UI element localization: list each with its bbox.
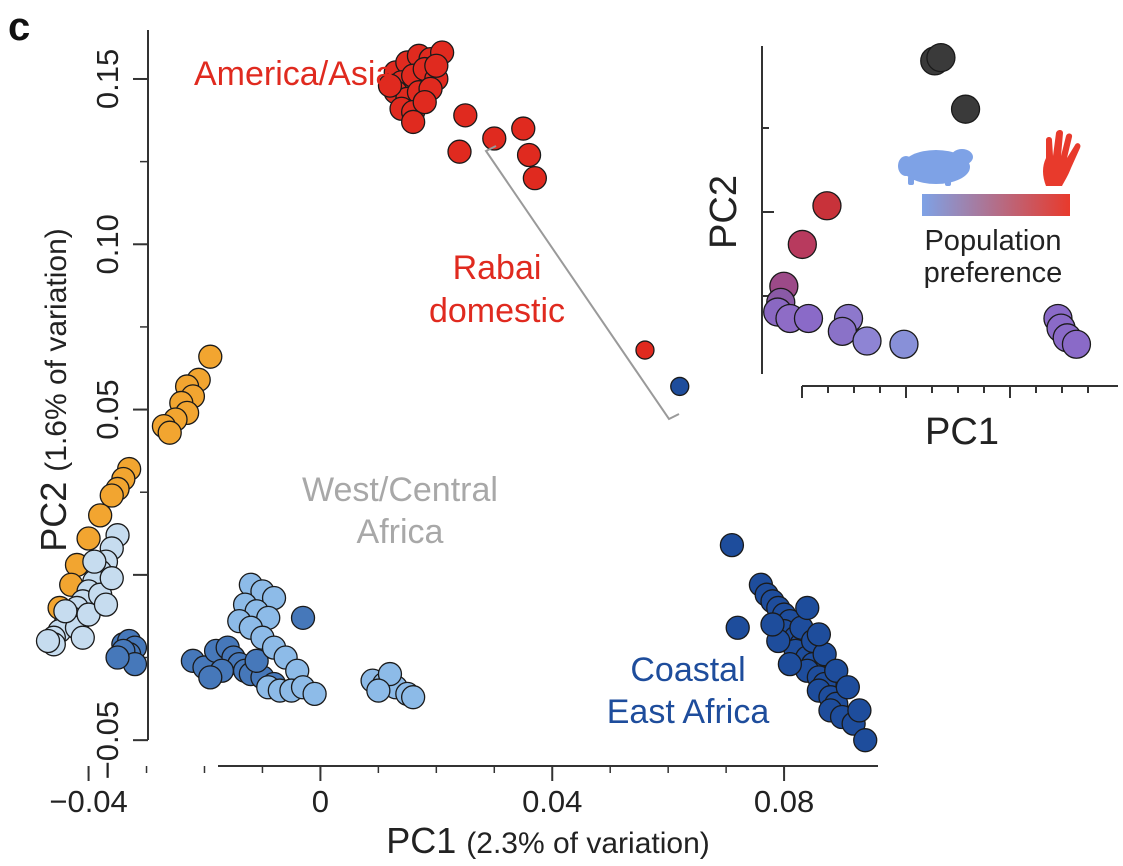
- inset-data-point: [793, 303, 824, 334]
- inset-data-point: [950, 94, 981, 124]
- rabai-bracket: [484, 145, 680, 421]
- data-point: [198, 344, 223, 369]
- main-x-tick-label: 0: [312, 784, 329, 819]
- label-domestic: domestic: [429, 292, 565, 330]
- data-point: [482, 126, 507, 151]
- data-point: [424, 53, 449, 78]
- data-point: [760, 612, 785, 637]
- inset-plot: Population preference PC1 PC2: [703, 43, 1118, 453]
- data-point: [244, 648, 269, 673]
- data-point: [290, 605, 316, 630]
- data-point: [795, 595, 820, 621]
- main-points: [35, 40, 878, 753]
- label-america-asia: America/Asia: [194, 55, 394, 93]
- data-point: [198, 665, 223, 690]
- main-x-axis-title-main: PC1: [386, 820, 456, 861]
- label-coastal: Coastal: [630, 651, 745, 689]
- hand-icon: [1043, 130, 1081, 186]
- inset-data-point: [787, 229, 817, 260]
- data-point: [847, 698, 872, 723]
- data-point: [76, 526, 101, 551]
- data-point: [824, 658, 849, 683]
- data-point: [377, 661, 403, 687]
- inset-data-point: [1061, 329, 1092, 359]
- inset-ticks: [762, 127, 1089, 398]
- data-point: [853, 728, 878, 753]
- data-point: [777, 651, 803, 677]
- label-west-central: West/Central: [302, 471, 498, 509]
- data-point: [377, 73, 403, 98]
- data-point: [35, 628, 61, 654]
- data-point: [82, 549, 107, 574]
- main-y-axis-title-sub: (1.6% of variation): [40, 228, 73, 471]
- data-point: [105, 645, 130, 670]
- inset-y-axis-title: PC2: [703, 175, 745, 249]
- data-point: [93, 592, 119, 617]
- main-y-tick-label: −0.05: [90, 701, 125, 779]
- panel-label: c: [8, 5, 30, 49]
- main-x-tick-label: 0.08: [754, 784, 814, 819]
- data-point: [806, 622, 832, 647]
- data-point: [453, 103, 478, 128]
- data-point: [719, 532, 745, 558]
- inset-data-point: [852, 326, 882, 356]
- data-point: [70, 625, 95, 650]
- guinea-pig-icon: [898, 149, 973, 186]
- data-point: [99, 483, 124, 508]
- main-y-axis-title: PC2 (1.6% of variation): [33, 228, 74, 552]
- data-point: [99, 566, 124, 591]
- main-x-tick-label: −0.04: [49, 784, 127, 819]
- main-x-tick-label: 0.04: [522, 784, 582, 819]
- data-point: [511, 116, 536, 141]
- label-rabai: Rabai: [453, 249, 542, 287]
- data-point: [522, 166, 548, 191]
- data-point: [725, 615, 750, 640]
- main-y-axis-title-main: PC2: [33, 482, 74, 552]
- inset-data-point: [889, 329, 919, 359]
- legend-title-population: Population: [924, 225, 1061, 257]
- data-point: [400, 109, 426, 135]
- main-y-tick-label: 0.05: [90, 379, 125, 439]
- data-point: [635, 340, 655, 360]
- legend-title-preference: preference: [924, 257, 1063, 289]
- data-point: [670, 376, 690, 397]
- data-point: [157, 420, 182, 445]
- data-point: [366, 678, 391, 703]
- inset-x-axis-title: PC1: [925, 411, 999, 453]
- data-point: [302, 681, 327, 707]
- inset-points: [763, 43, 1092, 359]
- main-y-tick-label: 0.15: [90, 49, 125, 109]
- main-x-axis-title: PC1 (2.3% of variation): [386, 820, 710, 861]
- main-ticks: [87, 77, 786, 781]
- main-y-tick-label: 0.10: [90, 214, 125, 274]
- inset-data-point: [926, 43, 956, 73]
- data-point: [835, 675, 860, 700]
- label-east-africa: East Africa: [607, 693, 770, 731]
- inset-data-point: [827, 316, 858, 347]
- data-point: [516, 142, 542, 168]
- inset-data-point: [812, 191, 842, 221]
- main-x-axis-title-sub: (2.3% of variation): [466, 827, 709, 860]
- preference-gradient-bar: [922, 194, 1070, 216]
- data-point: [400, 685, 426, 710]
- label-africa: Africa: [357, 513, 444, 551]
- data-point: [447, 139, 472, 164]
- data-point: [412, 89, 437, 115]
- data-point: [53, 599, 78, 624]
- data-point: [88, 503, 113, 528]
